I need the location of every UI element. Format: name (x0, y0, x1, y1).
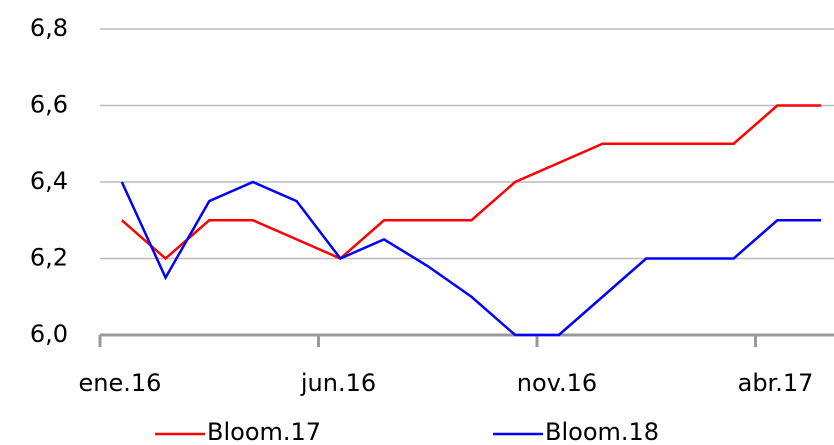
line (121, 104, 822, 261)
line (120, 180, 822, 337)
x-tick-label: jun.16 (300, 369, 376, 397)
x-tick-label: ene.16 (79, 369, 162, 397)
legend-label: Bloom.18 (545, 418, 659, 445)
y-tick-label: 6,0 (30, 320, 68, 348)
legend-label: Bloom.17 (207, 418, 321, 445)
x-tick-label: abr.17 (738, 369, 814, 397)
x-tick-label: nov.16 (517, 369, 597, 397)
y-tick-label: 6,4 (30, 167, 68, 195)
y-tick-label: 6,8 (30, 14, 68, 42)
y-tick-label: 6,6 (30, 91, 68, 119)
y-tick-label: 6,2 (30, 244, 68, 272)
